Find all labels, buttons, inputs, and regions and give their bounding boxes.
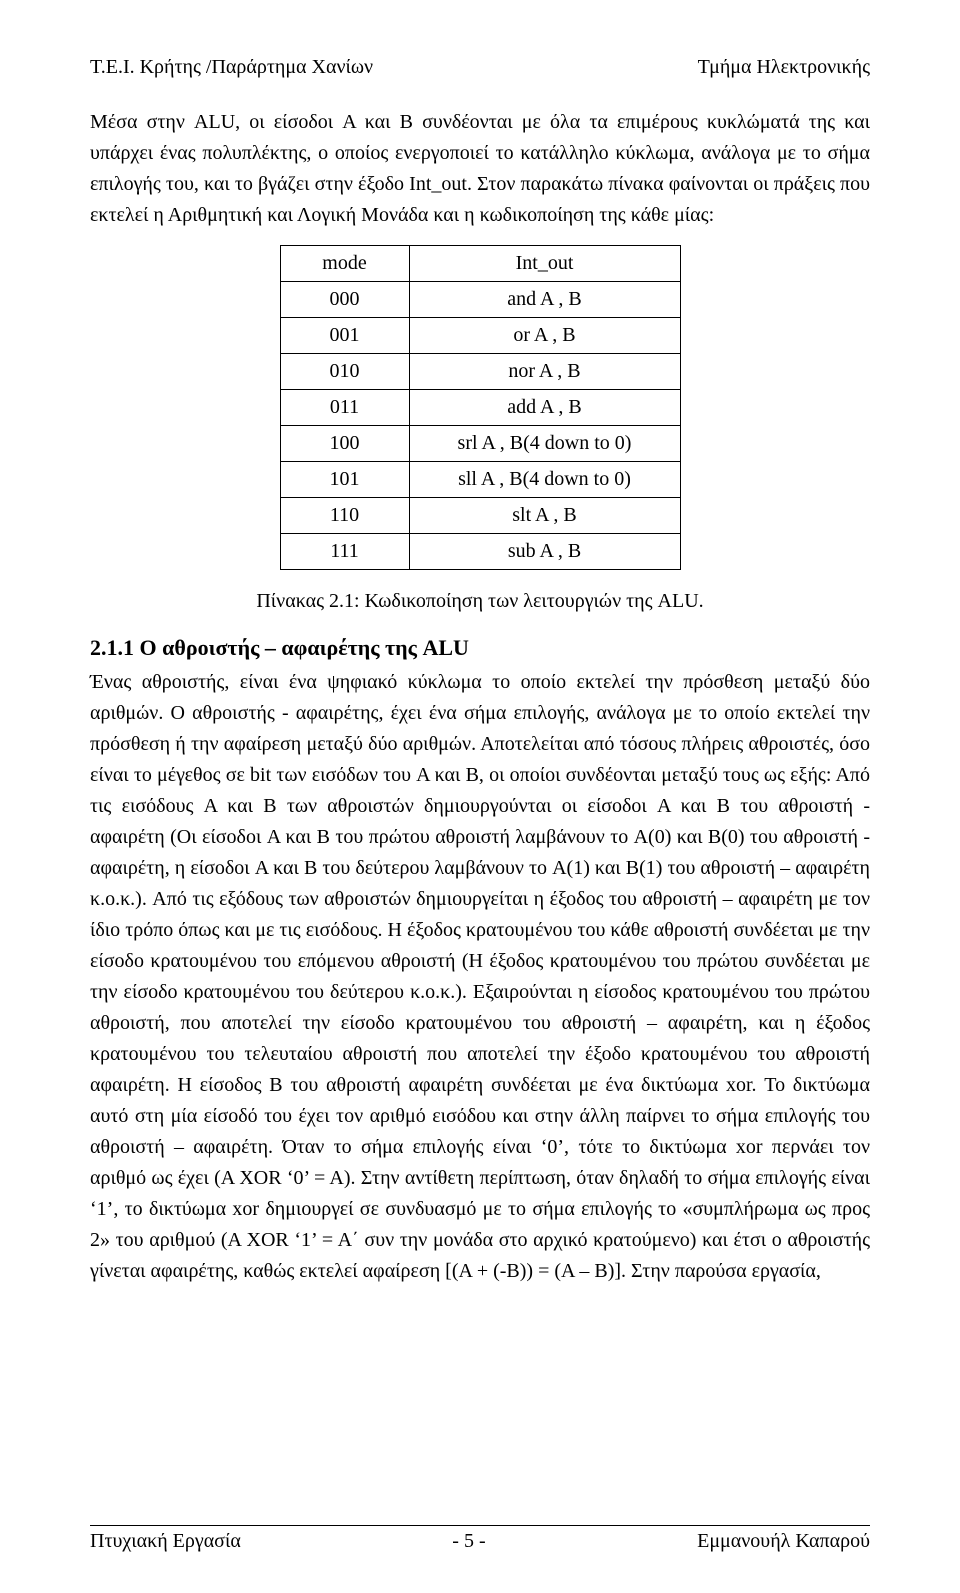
table-row: 011 add A , B [280, 390, 680, 426]
paragraph-body: Ένας αθροιστής, είναι ένα ψηφιακό κύκλωμ… [90, 667, 870, 1287]
table-cell: mode [280, 246, 409, 282]
table-cell: 000 [280, 282, 409, 318]
table-cell: 001 [280, 318, 409, 354]
table-cell: or A , B [409, 318, 680, 354]
table-row: 100 srl A , B(4 down to 0) [280, 426, 680, 462]
table-cell: 101 [280, 462, 409, 498]
table-cell: 111 [280, 534, 409, 570]
table-row: 000 and A , B [280, 282, 680, 318]
table-caption: Πίνακας 2.1: Κωδικοποίηση των λειτουργιώ… [90, 590, 870, 613]
table-cell: and A , B [409, 282, 680, 318]
table-cell: add A , B [409, 390, 680, 426]
table-row: 111 sub A , B [280, 534, 680, 570]
alu-mode-table: mode Int_out 000 and A , B 001 or A , B … [280, 245, 681, 570]
table-cell: slt A , B [409, 498, 680, 534]
table-cell: Int_out [409, 246, 680, 282]
header-left: Τ.Ε.Ι. Κρήτης /Παράρτημα Χανίων [90, 56, 373, 79]
footer-left: Πτυχιακή Εργασία [90, 1530, 241, 1553]
header-right: Τμήμα Ηλεκτρονικής [698, 56, 870, 79]
table-row: 110 slt A , B [280, 498, 680, 534]
table-cell: 010 [280, 354, 409, 390]
section-heading: 2.1.1 Ο αθροιστής – αφαιρέτης της ALU [90, 635, 870, 661]
table-cell: srl A , B(4 down to 0) [409, 426, 680, 462]
page-header: Τ.Ε.Ι. Κρήτης /Παράρτημα Χανίων Τμήμα Ηλ… [90, 56, 870, 79]
page-footer: Πτυχιακή Εργασία - 5 - Εμμανουήλ Καπαρού [90, 1525, 870, 1553]
table-cell: sll A , B(4 down to 0) [409, 462, 680, 498]
table-row: 010 nor A , B [280, 354, 680, 390]
table-cell: 011 [280, 390, 409, 426]
table-cell: sub A , B [409, 534, 680, 570]
footer-right: Εμμανουήλ Καπαρού [697, 1530, 870, 1553]
page: Τ.Ε.Ι. Κρήτης /Παράρτημα Χανίων Τμήμα Ηλ… [0, 0, 960, 1593]
table-row: 101 sll A , B(4 down to 0) [280, 462, 680, 498]
paragraph-intro: Μέσα στην ALU, οι είσοδοι A και B συνδέο… [90, 107, 870, 231]
table-row: 001 or A , B [280, 318, 680, 354]
table-row: mode Int_out [280, 246, 680, 282]
table-cell: nor A , B [409, 354, 680, 390]
table-cell: 110 [280, 498, 409, 534]
footer-center: - 5 - [452, 1530, 485, 1553]
table-cell: 100 [280, 426, 409, 462]
